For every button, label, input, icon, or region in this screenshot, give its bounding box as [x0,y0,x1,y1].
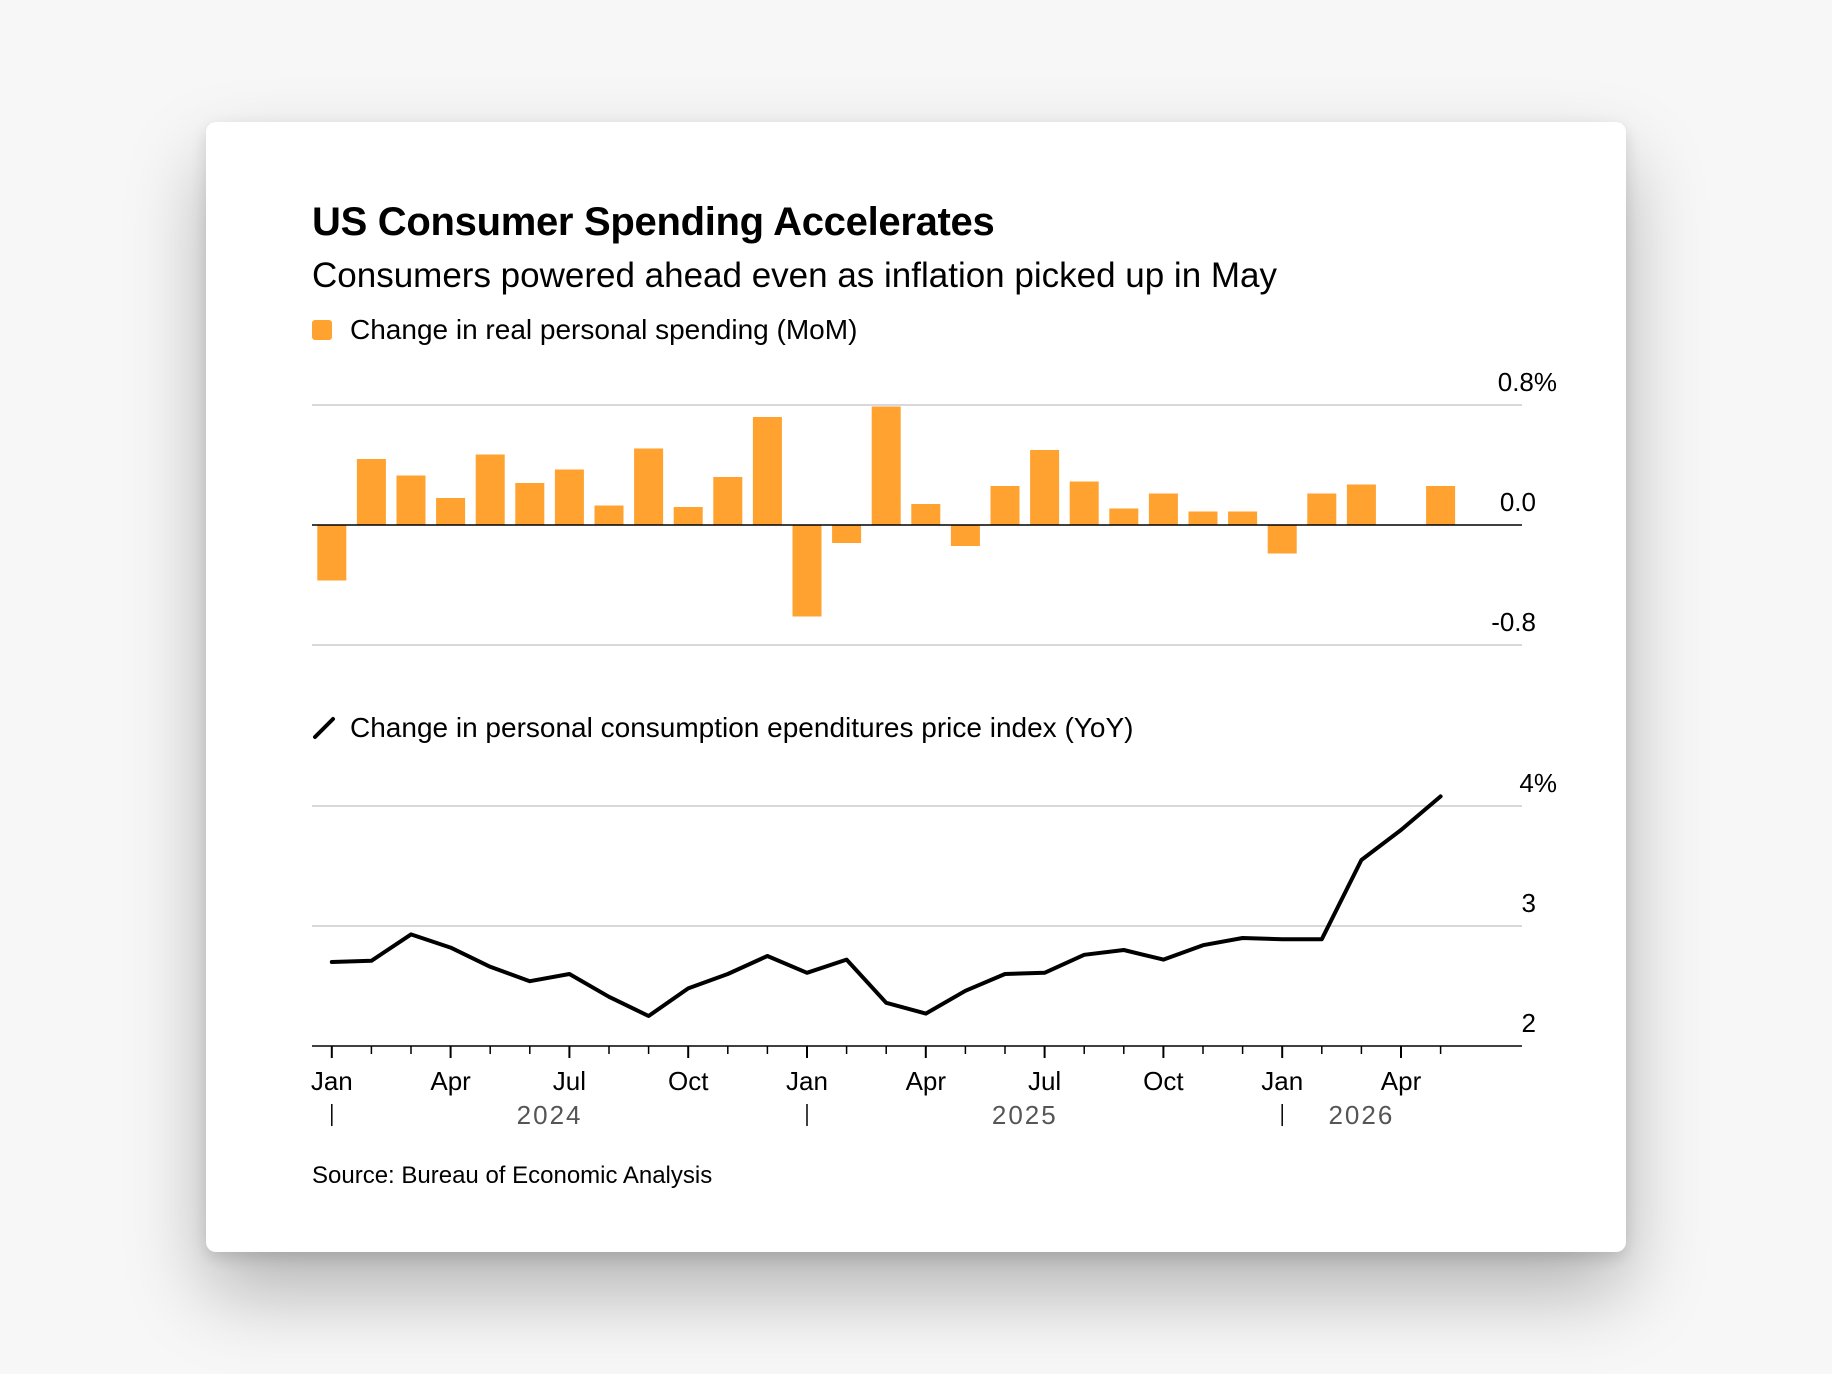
bar-mark [634,448,664,525]
x-tick-label: Apr [1381,1066,1422,1096]
bar-mark [1188,511,1218,525]
bar-mark [1109,508,1139,525]
bar-mark [752,417,782,525]
source-note: Source: Bureau of Economic Analysis [312,1162,713,1189]
pce-line-series [329,794,1443,1018]
bar-mark [713,477,743,525]
x-tick-label: Jul [1028,1066,1061,1096]
bar-mark [594,505,624,525]
chart-subtitle: Consumers powered ahead even as inflatio… [312,256,1278,295]
line-legend-swatch [313,717,335,739]
bar-mark [475,454,505,525]
bar-mark [871,406,901,525]
x-tick-label: Apr [430,1066,471,1096]
line-ytick-label: 3 [1522,888,1536,918]
bar-mark [1148,493,1178,525]
year-label: 2024 [517,1100,583,1130]
bar-mark [911,504,941,525]
bar-ytick-label: 0.0 [1500,487,1536,517]
bar-mark [1307,493,1337,525]
bar-mark [436,498,466,525]
x-tick-label: Jan [786,1066,828,1096]
chart-card: US Consumer Spending Accelerates Consume… [206,122,1626,1252]
bar-legend-swatch [312,320,332,340]
bar-mark [554,469,584,525]
bar-mark [950,525,980,546]
x-tick-label: Oct [1143,1066,1184,1096]
line-ytick-label: 4% [1519,768,1557,798]
bar-mark [1267,525,1297,554]
bar-mark [1228,511,1258,525]
bar-mark [356,459,386,525]
x-tick-label: Jan [1261,1066,1303,1096]
chart-title: US Consumer Spending Accelerates [312,200,995,244]
bar-mark [515,483,545,525]
bar-mark [990,486,1020,525]
bar-mark [1426,486,1456,525]
bar-legend: Change in real personal spending (MoM) [312,314,857,346]
bar-mark [832,525,862,543]
bar-mark [1069,481,1099,525]
line-ytick-label: 2 [1522,1008,1536,1038]
bar-ytick-label: -0.8 [1491,607,1536,637]
bar-mark [1346,484,1376,525]
bar-mark [1030,450,1060,525]
x-tick-label: Jan [311,1066,353,1096]
year-label: 2025 [992,1100,1058,1130]
bar-ytick-label: 0.8% [1498,367,1557,397]
chart-canvas: 0.8% 0.0 -0.8 4% 3 2 Jan Apr Jul Oct Jan Apr Jul Oct J… [311,367,1557,1130]
x-tick-label: Jul [553,1066,586,1096]
bar-mark [317,525,347,581]
bar-legend-label: Change in real personal spending (MoM) [350,314,858,345]
year-label: 2026 [1328,1100,1394,1130]
x-tick-label: Oct [668,1066,709,1096]
x-tick-label: Apr [906,1066,947,1096]
line-legend: Change in personal consumption ependitur… [312,712,1133,744]
bar-mark [792,525,822,617]
bar-mark [396,475,426,525]
bar-mark [673,507,703,525]
line-legend-label: Change in personal consumption ependitur… [350,712,1134,743]
